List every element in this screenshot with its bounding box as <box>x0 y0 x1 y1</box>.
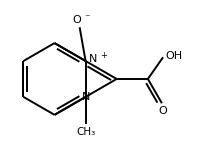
Text: ⁻: ⁻ <box>84 13 90 23</box>
Text: O: O <box>72 15 81 25</box>
Text: OH: OH <box>165 51 183 61</box>
Text: +: + <box>100 51 107 60</box>
Text: N: N <box>89 54 98 64</box>
Text: CH₃: CH₃ <box>76 127 95 137</box>
Text: N: N <box>82 91 90 101</box>
Text: O: O <box>158 106 167 116</box>
